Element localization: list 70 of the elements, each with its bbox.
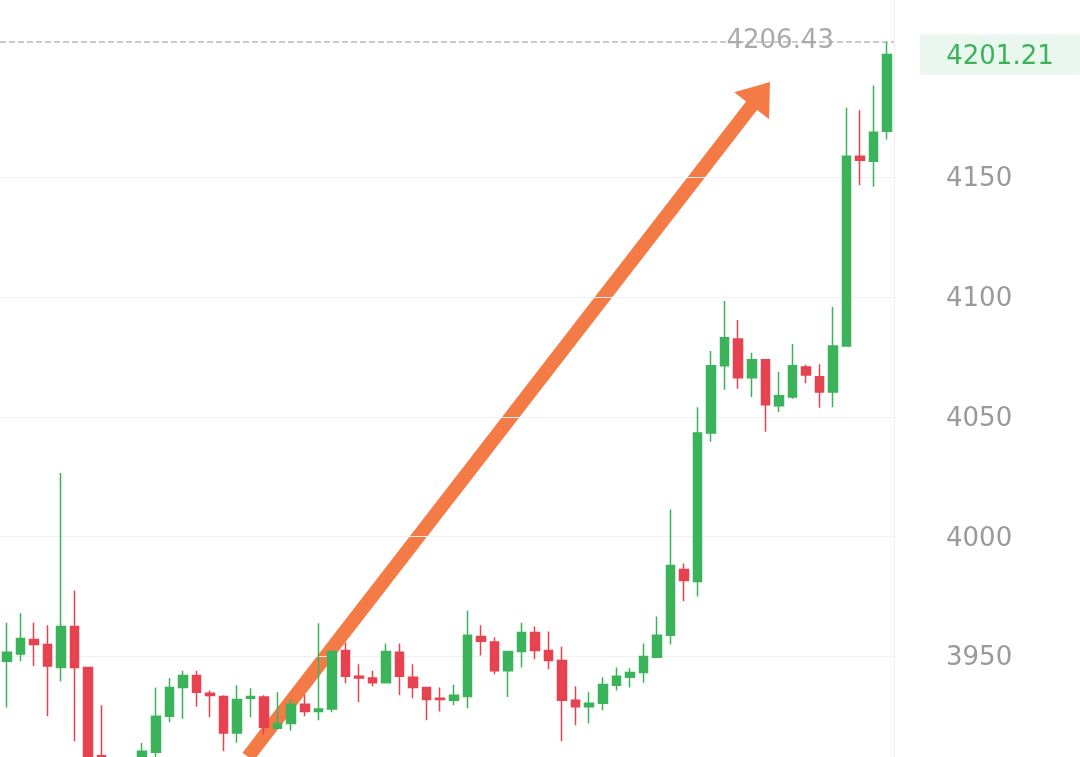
candlestick — [299, 693, 311, 718]
candlestick — [15, 612, 26, 662]
candlestick — [611, 666, 622, 692]
candlestick — [881, 41, 893, 141]
candlestick — [150, 686, 162, 757]
candlestick — [787, 343, 798, 400]
candlestick — [421, 686, 432, 722]
candlestick — [556, 646, 568, 742]
candlestick — [28, 622, 40, 667]
candlestick — [96, 704, 107, 757]
candlestick — [746, 352, 758, 398]
candlestick — [462, 610, 473, 710]
text: 4201.21 — [946, 39, 1054, 70]
candlestick — [326, 649, 338, 713]
candlestick — [489, 636, 500, 676]
candlestick — [854, 109, 866, 186]
candlestick — [868, 84, 879, 188]
candlestick — [583, 691, 595, 725]
y-tick-label: 3950 — [946, 641, 1013, 672]
candlestick — [164, 677, 175, 724]
candlestick — [218, 694, 229, 752]
candlestick — [55, 472, 67, 683]
candlestick — [516, 622, 527, 669]
candlestick — [42, 624, 53, 718]
candlestick — [353, 663, 365, 703]
candlestick — [434, 686, 446, 713]
candlestick — [732, 319, 744, 390]
y-tick-label: 4150 — [946, 162, 1013, 193]
candlestick — [773, 371, 785, 413]
candlestick — [651, 615, 663, 659]
ref-line-label: 4206.43 — [726, 24, 834, 55]
candlestick — [394, 642, 405, 696]
candlestick — [245, 687, 256, 718]
candlestick — [638, 642, 649, 684]
candlestick — [204, 689, 216, 718]
candlestick — [529, 625, 541, 661]
candlestick — [380, 642, 392, 684]
candlestick — [407, 663, 419, 700]
candlestick — [597, 676, 609, 712]
candlestick — [814, 363, 825, 409]
candlestick — [340, 641, 351, 684]
candlestick — [705, 350, 717, 443]
candlestick — [475, 624, 487, 657]
y-tick-label: 4050 — [946, 401, 1013, 432]
candlestick — [177, 670, 189, 720]
candlestick — [285, 698, 297, 732]
candlestick — [841, 107, 852, 347]
y-tick-label: 4100 — [946, 282, 1013, 313]
candlestick — [1, 622, 13, 709]
candlestick — [678, 562, 690, 603]
candlestick — [760, 358, 771, 433]
candlestick — [624, 667, 636, 689]
y-tick-label: 4000 — [946, 521, 1013, 552]
candlestick — [827, 306, 839, 408]
candlestick — [231, 684, 243, 744]
candlestick — [258, 694, 270, 735]
candlestick — [272, 691, 283, 730]
candlestick — [313, 622, 324, 722]
candlestick — [570, 685, 581, 726]
candlestick — [191, 670, 202, 708]
candlestick — [719, 300, 730, 391]
candlestick — [543, 630, 554, 671]
candlestick — [692, 406, 703, 598]
candlestick — [448, 683, 460, 707]
candlestick — [800, 364, 812, 385]
candlestick — [82, 666, 94, 757]
candlestick — [665, 508, 676, 646]
candlestick — [502, 650, 514, 698]
candlestick — [367, 670, 378, 688]
candlestick — [69, 589, 80, 742]
